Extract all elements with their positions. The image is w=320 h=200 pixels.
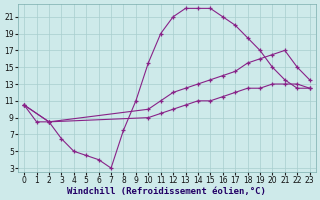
X-axis label: Windchill (Refroidissement éolien,°C): Windchill (Refroidissement éolien,°C) [68, 187, 266, 196]
